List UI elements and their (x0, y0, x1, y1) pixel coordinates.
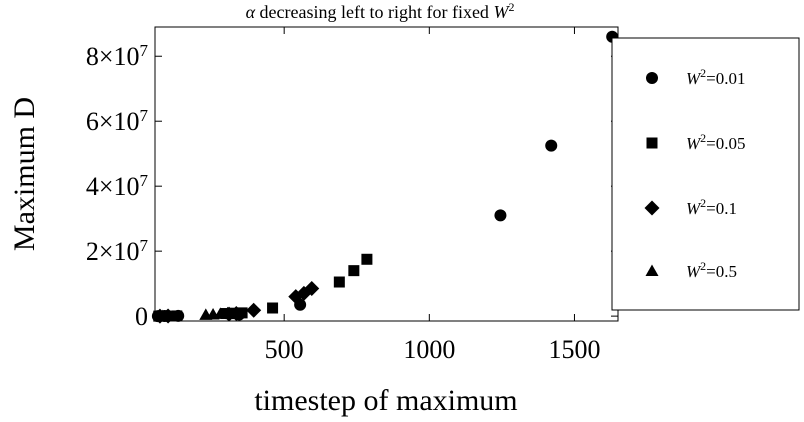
legend-label: W2=0.05 (686, 131, 746, 153)
legend: W2=0.01 W2=0.05 W2=0.1 W2=0.5 (611, 37, 800, 311)
point-square (348, 265, 360, 277)
y-axis-label: Maximum D (8, 97, 41, 251)
y-tick-label: 8×107 (86, 41, 149, 72)
legend-label: W2=0.5 (686, 259, 737, 281)
y-axis-ticks: 0 2×107 4×107 6×107 8×107 (86, 41, 618, 331)
legend-label: W2=0.1 (686, 196, 737, 218)
title-var: W (493, 2, 510, 22)
y-tick-label: 6×107 (86, 106, 149, 137)
legend-marker-circle (646, 72, 658, 84)
point-square (361, 253, 373, 265)
point-square (333, 276, 345, 288)
title-alpha: α (246, 2, 256, 22)
chart-title: α decreasing left to right for fixed W2 (246, 0, 515, 22)
y-tick-label: 0 (135, 302, 148, 331)
legend-label: W2=0.01 (686, 66, 746, 88)
x-axis-ticks: 500 1000 1500 (265, 27, 600, 364)
point-triangle (155, 309, 169, 322)
data-points (151, 30, 619, 324)
y-tick-label: 2×107 (86, 236, 149, 267)
plot-frame (154, 26, 619, 322)
point-circle (545, 139, 558, 152)
title-sup: 2 (508, 0, 514, 14)
x-axis-label: timestep of maximum (254, 384, 517, 417)
point-square (171, 310, 183, 322)
title-text: decreasing left to right for fixed (255, 2, 493, 22)
y-tick-label: 4×107 (86, 171, 149, 202)
legend-marker-diamond (644, 200, 660, 216)
legend-box (611, 37, 800, 311)
point-diamond (246, 302, 262, 318)
legend-marker-square (646, 137, 658, 149)
point-square (267, 302, 279, 314)
x-tick-label: 1000 (403, 335, 455, 364)
x-tick-label: 500 (265, 335, 304, 364)
point-diamond (304, 281, 320, 297)
legend-marker-triangle (645, 264, 659, 276)
point-circle (494, 209, 507, 222)
point-triangle (225, 307, 239, 320)
x-tick-label: 1500 (548, 335, 600, 364)
